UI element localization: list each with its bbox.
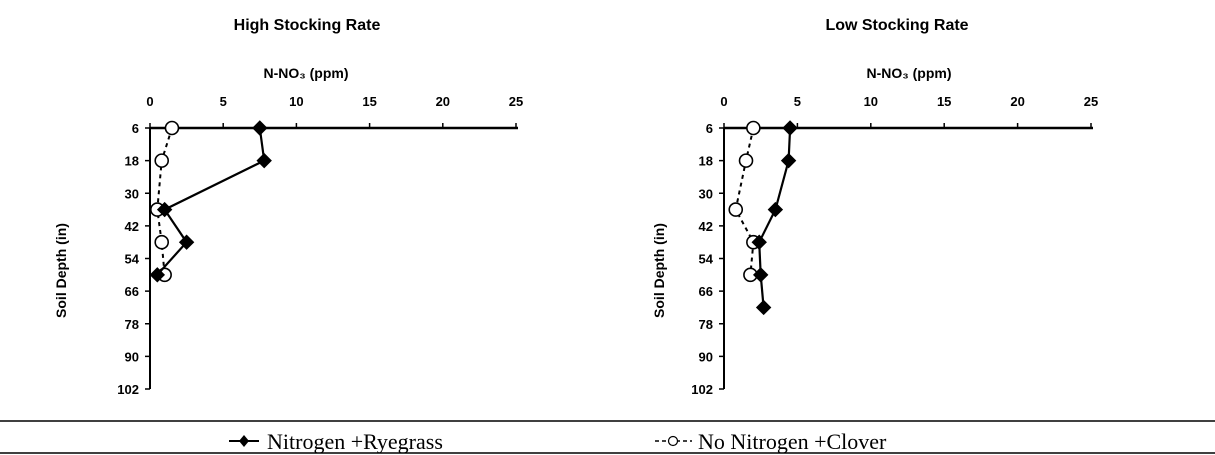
x-tick-label: 15 [362,94,376,109]
data-point-diamond [256,152,272,169]
data-point-circle [164,120,180,136]
x-tick-label: 10 [289,94,303,109]
y-tick-label: 42 [699,219,713,234]
y-tick-label: 66 [125,284,139,299]
chart-title: Low Stocking Rate [825,17,968,34]
y-tick-label: 66 [699,284,713,299]
y-tick-label: 78 [125,317,139,332]
x-axis-label: N-NO₃ (ppm) [263,65,348,81]
data-point-diamond [178,234,195,250]
data-point-circle [728,202,744,217]
legend-label: Nitrogen +Ryegrass [267,429,443,454]
data-point-diamond [752,267,769,283]
legend-label: No Nitrogen +Clover [698,429,887,454]
data-point-diamond [156,201,173,218]
y-tick-label: 30 [125,186,139,201]
x-tick-label: 5 [220,94,227,109]
legend: Nitrogen +Ryegrass No Nitrogen +Clover [0,420,1215,454]
series-line-no-nitrogen-clover [734,127,755,275]
y-tick-label: 90 [699,349,713,364]
x-axis-label: N-NO₃ (ppm) [866,65,951,81]
data-point-circle [154,153,170,168]
legend-marker-diamond [239,435,249,447]
y-axis-label: Soil Depth (in) [53,223,69,318]
y-tick-label: 6 [132,121,139,136]
y-tick-label: 102 [691,382,713,397]
series-line-nitrogen-ryegrass [156,127,266,276]
data-point-diamond [782,120,798,136]
data-point-circle [154,234,170,250]
x-tick-label: 25 [1084,94,1098,109]
y-tick-label: 78 [699,317,713,332]
x-tick-label: 25 [509,94,523,109]
chart-title: High Stocking Rate [234,17,381,34]
legend-item-no-nitrogen-clover: No Nitrogen +Clover [655,429,887,454]
y-tick-label: 42 [125,219,139,234]
data-point-diamond [149,267,166,283]
data-point-diamond [751,234,767,250]
y-tick-label: 102 [117,382,139,397]
data-point-diamond [252,120,268,136]
y-tick-label: 30 [699,186,713,201]
x-tick-label: 20 [436,94,450,109]
data-point-diamond [755,299,772,316]
y-tick-label: 18 [125,154,139,169]
y-tick-label: 6 [706,121,713,136]
chart-panel-1: High Stocking Rate N-NO₃ (ppm) 0 5 10 15 20 25 6… [53,17,523,397]
y-tick-label: 54 [125,252,140,267]
legend-item-nitrogen-ryegrass: Nitrogen +Ryegrass [229,429,443,454]
x-tick-label: 0 [720,94,727,109]
legend-marker-circle [667,435,679,447]
data-point-diamond [780,152,797,169]
series-line-no-nitrogen-clover [156,127,173,275]
y-tick-label: 90 [125,349,139,364]
x-tick-label: 20 [1010,94,1024,109]
y-tick-label: 18 [699,154,713,169]
y-tick-label: 54 [699,252,714,267]
data-point-circle [738,153,754,168]
data-point-diamond [767,201,784,218]
data-point-circle [746,120,761,136]
x-tick-label: 0 [146,94,153,109]
y-axis-label: Soil Depth (in) [651,223,667,318]
series-line-nitrogen-ryegrass [758,127,792,308]
chart-panel-2: Low Stocking Rate N-NO₃ (ppm) 0 5 10 15 20 25 6 1… [651,17,1098,397]
x-tick-label: 10 [864,94,878,109]
x-tick-label: 5 [794,94,801,109]
x-tick-label: 15 [937,94,951,109]
